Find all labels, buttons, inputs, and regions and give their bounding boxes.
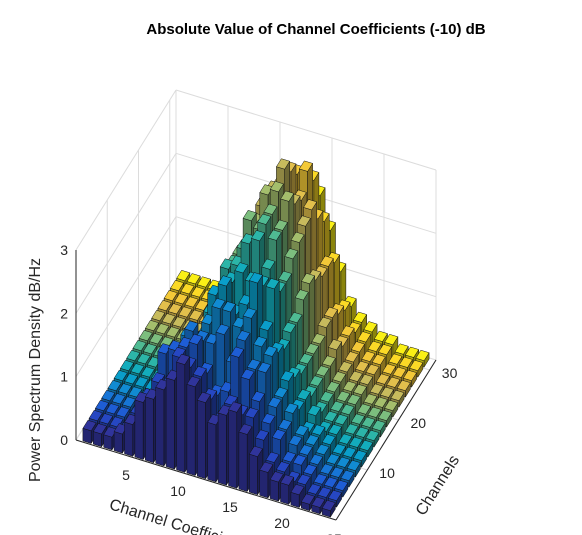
bar xyxy=(280,474,295,506)
z-tick-label: 1 xyxy=(60,369,68,385)
bar xyxy=(321,499,336,518)
bars-group xyxy=(82,158,430,518)
z-tick-label: 0 xyxy=(60,432,68,448)
y-axis-label: Channels xyxy=(413,452,463,518)
y-axis-line xyxy=(335,359,437,521)
y-tick-label: 10 xyxy=(379,465,395,481)
y-tick-label: 20 xyxy=(411,415,427,431)
bar xyxy=(92,423,107,448)
grid-line xyxy=(75,89,177,251)
grid-line xyxy=(175,89,437,171)
x-tick-label: 20 xyxy=(274,515,290,531)
x-axis-line xyxy=(75,439,337,521)
x-tick-label: 15 xyxy=(222,499,238,515)
left-wall-pane xyxy=(76,90,176,440)
bar xyxy=(103,426,118,451)
bar xyxy=(290,484,305,509)
axes-frame xyxy=(75,250,437,521)
bar xyxy=(317,486,332,505)
x-tick-label: 25 xyxy=(326,531,342,535)
z-axis-label: Power Spectrum Density dB/Hz xyxy=(27,258,44,482)
tick-labels: 0 1 2 3 5 10 15 20 25 10 20 30 xyxy=(60,242,457,535)
y-tick-label: 30 xyxy=(442,365,458,381)
grid-line xyxy=(75,153,177,314)
z-tick-label: 2 xyxy=(60,305,68,321)
bar xyxy=(300,493,315,512)
grid-line xyxy=(75,216,177,377)
z-tick-label: 3 xyxy=(60,242,68,258)
x-tick-label: 5 xyxy=(122,467,130,483)
chart-title: Absolute Value of Channel Coefficients (… xyxy=(146,21,485,38)
x-tick-label: 10 xyxy=(170,483,186,499)
